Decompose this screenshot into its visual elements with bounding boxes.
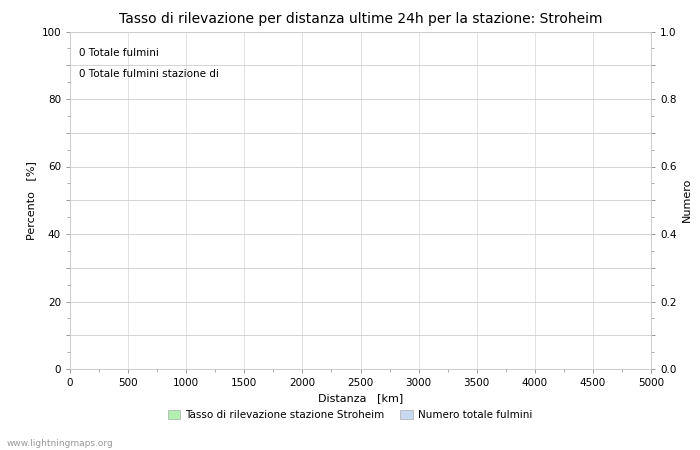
Text: 0 Totale fulmini stazione di: 0 Totale fulmini stazione di [78,68,218,79]
Text: 0 Totale fulmini: 0 Totale fulmini [78,49,159,58]
Legend: Tasso di rilevazione stazione Stroheim, Numero totale fulmini: Tasso di rilevazione stazione Stroheim, … [164,406,536,424]
Title: Tasso di rilevazione per distanza ultime 24h per la stazione: Stroheim: Tasso di rilevazione per distanza ultime… [119,12,602,26]
Y-axis label: Numero: Numero [682,178,692,222]
Y-axis label: Percento   [%]: Percento [%] [26,161,36,240]
X-axis label: Distanza   [km]: Distanza [km] [318,394,403,404]
Text: www.lightningmaps.org: www.lightningmaps.org [7,439,113,448]
